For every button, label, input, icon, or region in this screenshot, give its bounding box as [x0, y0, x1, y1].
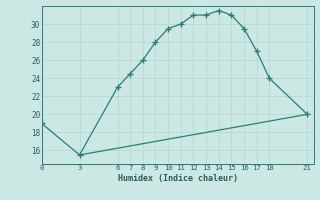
- X-axis label: Humidex (Indice chaleur): Humidex (Indice chaleur): [118, 174, 237, 183]
